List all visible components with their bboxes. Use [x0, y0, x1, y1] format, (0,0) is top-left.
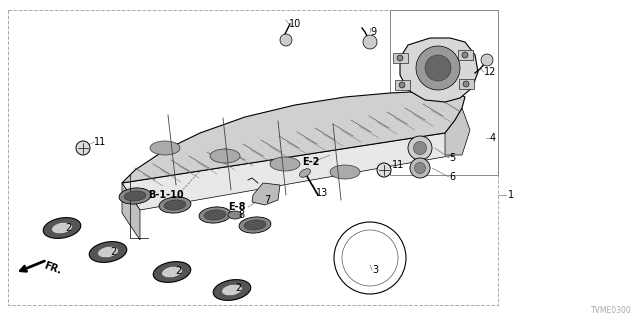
Text: 5: 5 — [449, 153, 455, 163]
Text: 2: 2 — [235, 283, 241, 293]
Bar — [459, 79, 474, 89]
Polygon shape — [445, 108, 470, 155]
Text: 7: 7 — [264, 195, 270, 205]
Text: 2: 2 — [175, 266, 181, 276]
Circle shape — [280, 34, 292, 46]
Text: 2: 2 — [110, 247, 116, 257]
Text: E-2: E-2 — [302, 157, 319, 167]
Text: 1: 1 — [508, 190, 514, 200]
Ellipse shape — [199, 207, 231, 223]
Ellipse shape — [119, 188, 151, 204]
Ellipse shape — [204, 210, 226, 220]
Ellipse shape — [89, 242, 127, 262]
Ellipse shape — [124, 191, 146, 201]
Circle shape — [410, 158, 430, 178]
Ellipse shape — [210, 149, 240, 163]
Bar — [390, 10, 498, 175]
Circle shape — [415, 163, 426, 173]
Ellipse shape — [239, 217, 271, 233]
Text: 3: 3 — [372, 265, 378, 275]
Text: E-8: E-8 — [228, 202, 246, 212]
Bar — [395, 80, 410, 90]
Ellipse shape — [330, 165, 360, 179]
Ellipse shape — [213, 280, 251, 300]
Ellipse shape — [159, 197, 191, 213]
Circle shape — [462, 52, 468, 58]
Circle shape — [416, 46, 460, 90]
Polygon shape — [122, 183, 140, 240]
Ellipse shape — [153, 262, 191, 282]
Text: B-1-10: B-1-10 — [148, 190, 184, 200]
Text: 11: 11 — [94, 137, 106, 147]
Ellipse shape — [44, 218, 81, 238]
Ellipse shape — [150, 141, 180, 155]
Circle shape — [413, 141, 427, 155]
Ellipse shape — [300, 169, 310, 177]
Circle shape — [377, 163, 391, 177]
Ellipse shape — [98, 246, 118, 258]
Ellipse shape — [228, 211, 242, 219]
Ellipse shape — [270, 157, 300, 171]
Circle shape — [481, 54, 493, 66]
Polygon shape — [400, 38, 478, 102]
Polygon shape — [122, 91, 465, 183]
Circle shape — [408, 136, 432, 160]
Circle shape — [399, 82, 405, 88]
Bar — [393, 53, 408, 63]
Text: 10: 10 — [289, 19, 301, 29]
Text: 9: 9 — [370, 27, 376, 37]
Polygon shape — [122, 133, 455, 210]
Text: FR.: FR. — [42, 260, 62, 276]
Ellipse shape — [52, 222, 72, 234]
Bar — [8, 10, 498, 305]
Circle shape — [463, 81, 469, 87]
Ellipse shape — [164, 200, 186, 210]
Text: 13: 13 — [316, 188, 328, 198]
Text: 2: 2 — [65, 223, 71, 233]
Text: 12: 12 — [484, 67, 497, 77]
Ellipse shape — [221, 284, 243, 296]
Circle shape — [363, 35, 377, 49]
Ellipse shape — [162, 266, 182, 278]
Circle shape — [397, 55, 403, 61]
Circle shape — [76, 141, 90, 155]
Ellipse shape — [244, 220, 266, 230]
Text: 11: 11 — [392, 160, 404, 170]
Text: 8: 8 — [238, 210, 244, 220]
Text: 6: 6 — [449, 172, 455, 182]
Circle shape — [425, 55, 451, 81]
Bar — [458, 50, 473, 60]
Text: TVME0300: TVME0300 — [591, 306, 632, 315]
Polygon shape — [252, 183, 280, 205]
Text: 4: 4 — [490, 133, 496, 143]
